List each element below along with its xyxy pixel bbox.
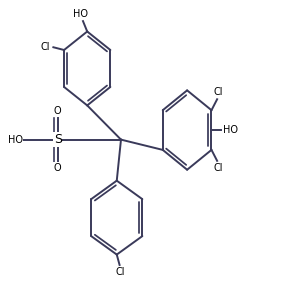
Text: S: S (54, 133, 62, 146)
Text: Cl: Cl (115, 267, 125, 277)
Text: Cl: Cl (40, 42, 50, 52)
Text: HO: HO (223, 125, 238, 135)
Text: HO: HO (73, 9, 88, 19)
Text: HO: HO (8, 135, 23, 145)
Text: O: O (54, 163, 61, 173)
Text: Cl: Cl (214, 164, 223, 173)
Text: O: O (54, 106, 61, 116)
Text: Cl: Cl (214, 87, 223, 97)
